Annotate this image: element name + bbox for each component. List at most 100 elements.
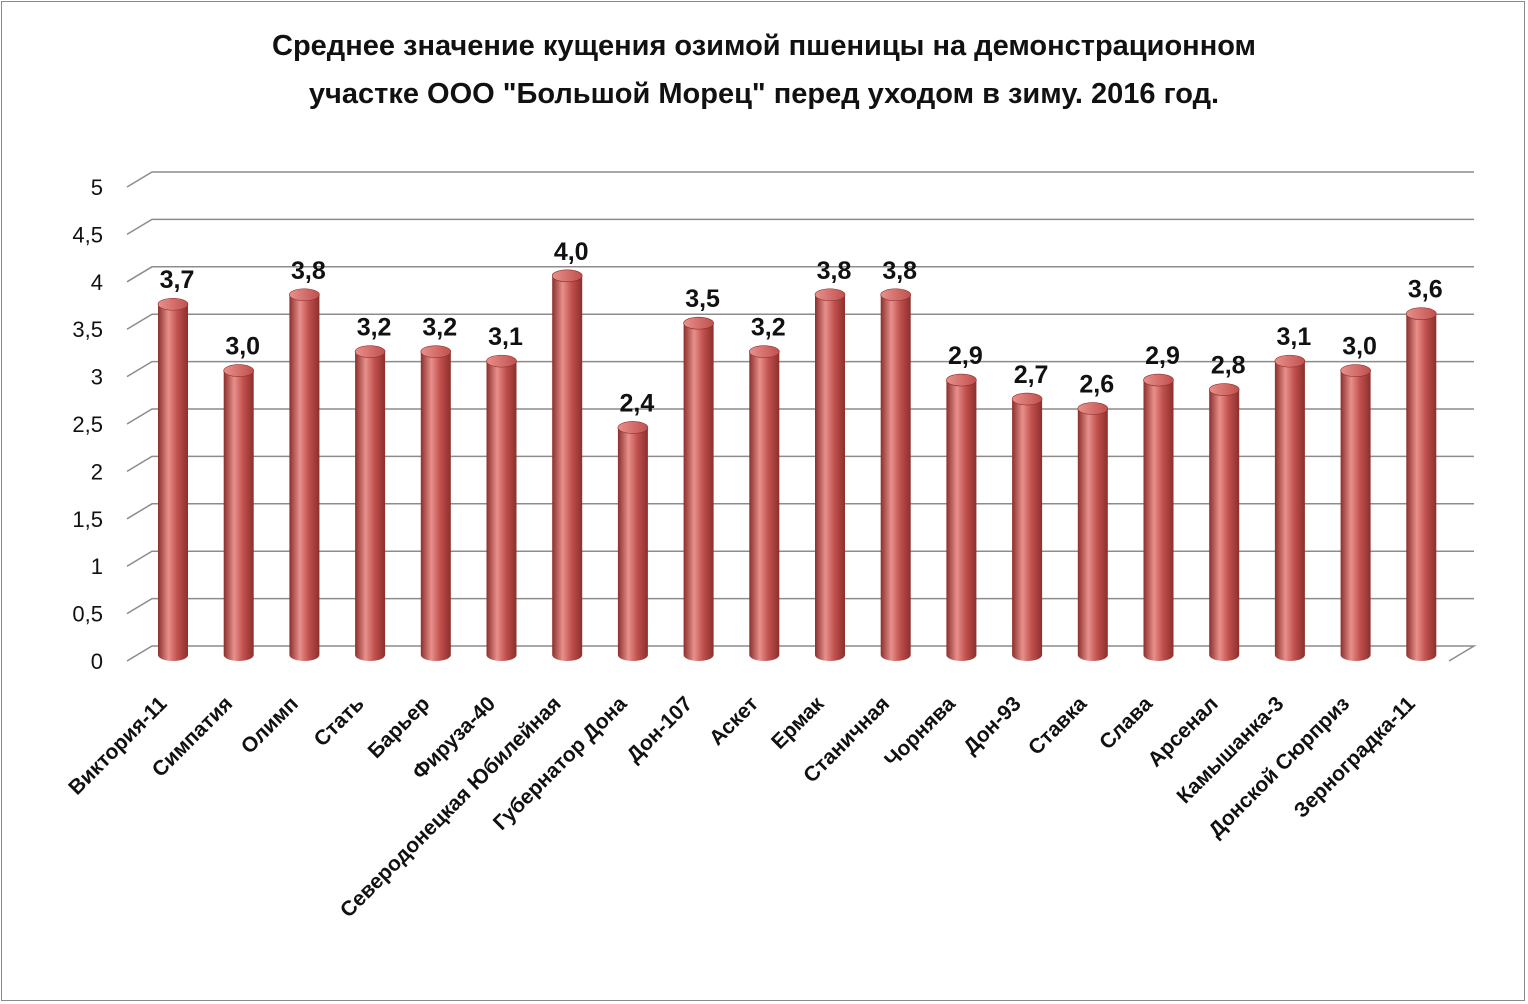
bar-body [289,294,320,661]
chart-title-line-1: Среднее значение кущения озимой пшеницы … [272,30,1256,62]
bar-top [1143,373,1174,387]
data-label: 3,8 [882,257,917,285]
bar [157,297,189,661]
bar-body [1340,370,1371,661]
x-tick-label: Ермак [767,692,829,754]
bar-top [289,288,320,302]
bar-body [1209,389,1240,661]
y-tick-label: 4 [91,270,103,295]
data-label: 2,7 [1014,361,1049,389]
bar-body [1012,399,1043,661]
data-label: 3,1 [488,323,523,351]
bar [289,288,320,661]
y-tick-label: 3,5 [72,317,103,342]
bar-top [486,354,517,368]
x-tick-label: Стать [310,692,369,751]
bar-top [1274,354,1306,368]
y-tick-label: 1 [91,554,103,579]
grid-layer [126,171,1477,662]
bar-body [158,304,188,661]
gridline [126,218,1474,236]
bar-top [814,288,846,302]
bar-top [1406,307,1437,321]
bar-body [880,294,911,661]
data-label: 2,9 [1145,342,1180,370]
gridline [126,313,1474,330]
bar-top [1208,383,1240,396]
bar-top [157,297,189,311]
bars [157,269,1437,661]
data-label: 4,0 [554,238,589,266]
bar [946,373,977,661]
y-axis: 0 0,5 1 1,5 2 2,5 3 3,5 4 4,5 5 [72,175,103,674]
x-tick-label: Олимп [237,692,303,758]
y-tick-label: 5 [91,175,103,200]
bar [880,288,912,661]
x-tick-label: Чорнява [880,692,960,772]
data-label: 3,2 [751,314,786,342]
y-tick-label: 3 [91,365,103,390]
gridline [126,360,1474,378]
data-label: 3,8 [817,257,852,285]
bar-top [880,288,912,302]
data-label: 2,6 [1079,371,1114,399]
bar-top [748,345,780,358]
axis-floor-line [126,645,1477,662]
bar-body [420,351,451,661]
bar-top [1011,392,1043,406]
bar [223,364,254,661]
bar [354,345,386,661]
bar-body [683,323,714,661]
data-label: 3,2 [357,314,392,342]
y-tick-label: 0 [91,649,103,674]
bar [1077,402,1109,661]
bar [1011,392,1043,661]
data-label: 2,9 [948,342,983,370]
bar-top [551,269,583,283]
data-label: 3,2 [422,314,457,342]
data-label: 3,7 [160,266,195,294]
gridline [126,408,1474,425]
data-label: 3,0 [1342,333,1377,361]
x-tick-label: Зерноградка-11 [1290,692,1420,822]
data-label: 3,0 [225,333,260,361]
chart-title-line-2: участке ООО "Большой Морец" перед уходом… [308,78,1220,110]
y-tick-label: 0,5 [72,602,103,627]
bar [1143,373,1174,661]
bar-body [1406,313,1437,661]
data-label: 3,6 [1408,276,1443,304]
bar [1406,307,1437,661]
gridline [126,597,1474,615]
data-label: 3,1 [1277,323,1312,351]
data-label: 2,4 [620,389,655,417]
x-tick-label: Слава [1095,692,1157,754]
bar-body [1274,361,1305,661]
x-tick-label: Дон-107 [622,692,697,767]
gridline [126,455,1474,473]
data-label: 2,8 [1211,352,1246,380]
bar-body [1077,408,1108,661]
gridline [126,266,1474,283]
bar-top [420,345,452,358]
bar-top [617,421,649,434]
bar-top [946,373,977,387]
chart-title: Среднее значение кущения озимой пшеницы … [0,22,1528,118]
bar [617,421,649,661]
gridline [126,550,1474,567]
bar-body [223,370,254,661]
data-labels: 3,7 3,0 3,8 3,2 3,2 3,1 4,0 2,4 3,5 3,2 3,8 3,8 2,9 2… [160,238,1443,418]
bar [486,354,517,661]
bar-body [486,361,517,661]
bar-top [1077,402,1109,415]
y-tick-label: 2,5 [72,412,103,437]
y-tick-label: 2 [91,459,103,484]
bar [1274,354,1306,661]
bar [748,345,780,661]
gridline [126,503,1474,520]
bar [551,269,583,661]
x-tick-label: Виктория-11 [64,692,171,799]
y-tick-label: 4,5 [72,222,103,247]
bar [683,316,714,661]
